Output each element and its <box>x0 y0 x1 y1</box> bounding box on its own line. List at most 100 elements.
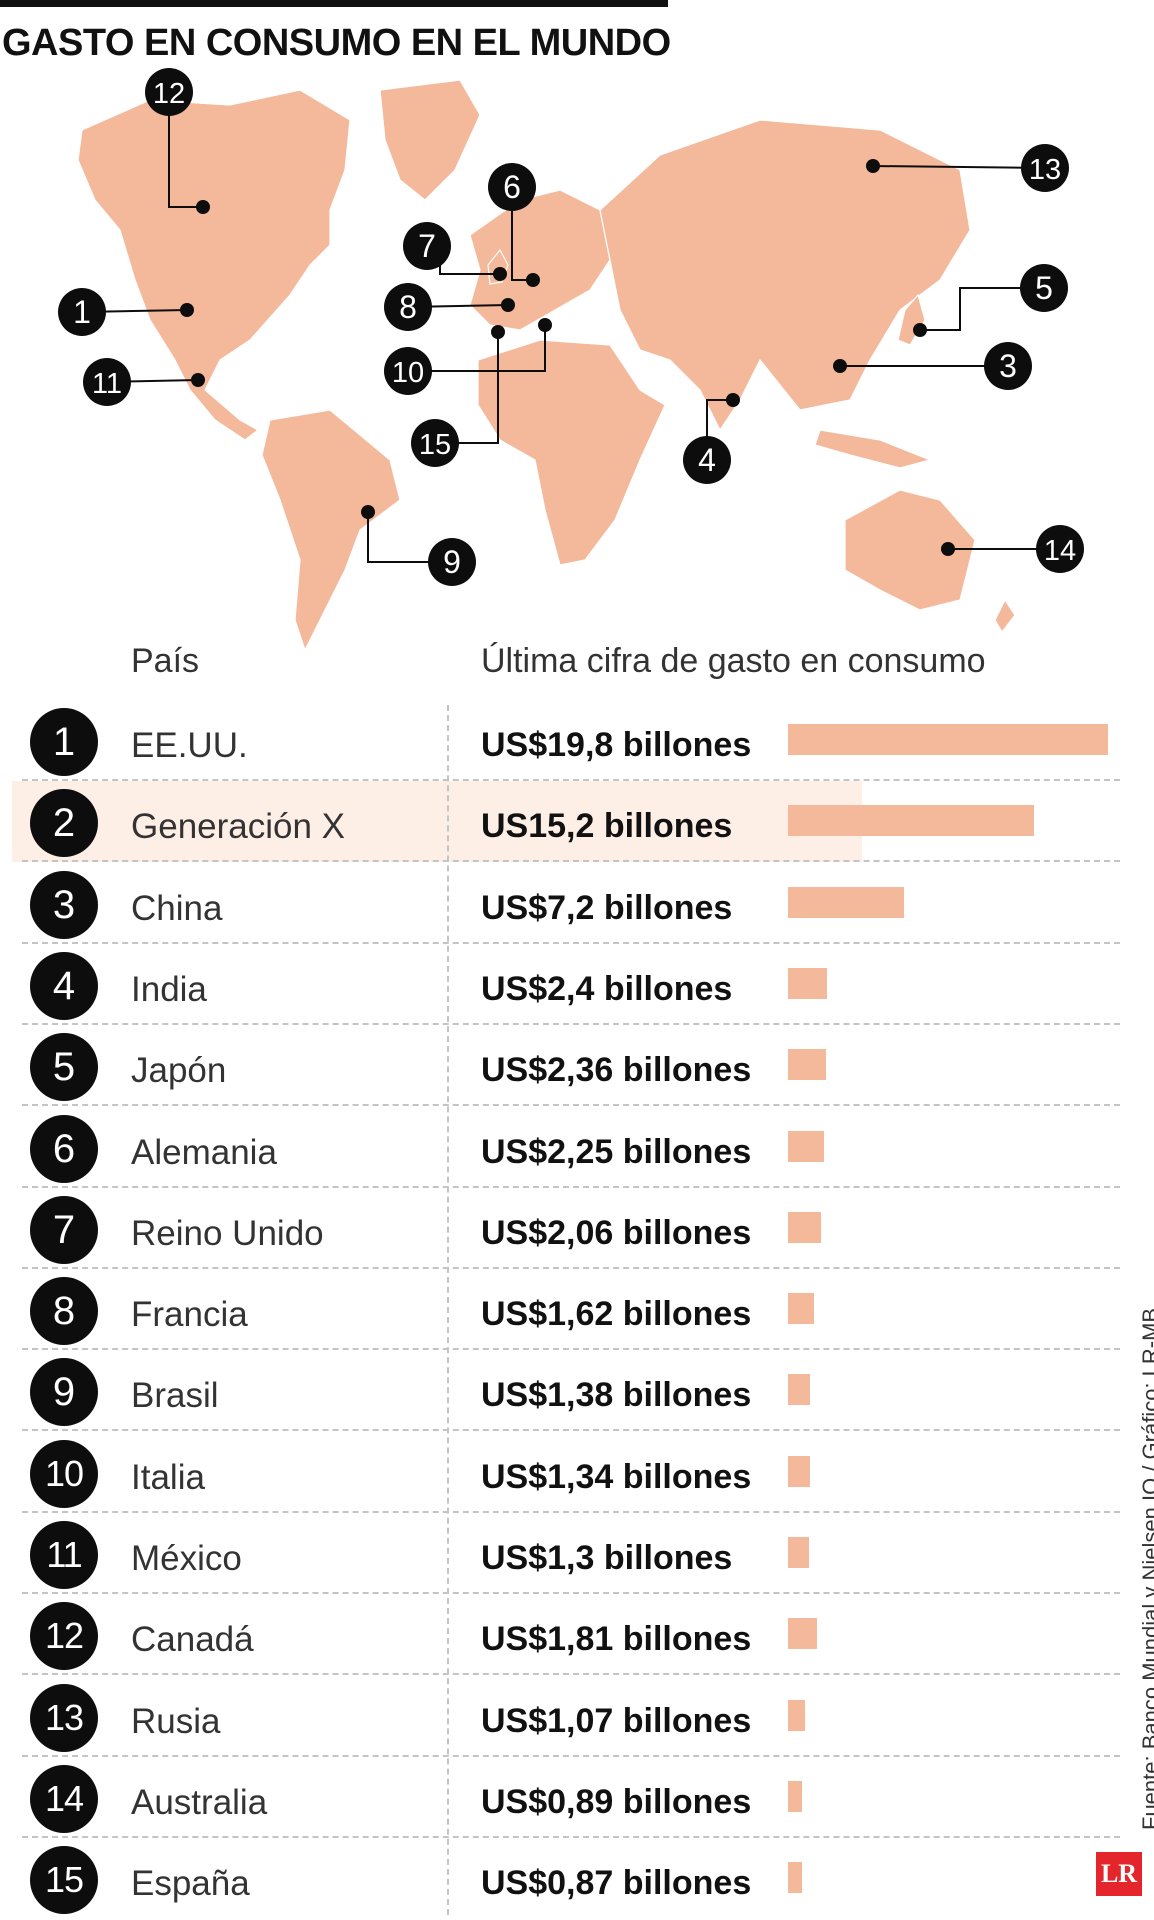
indonesia-shape <box>814 429 932 469</box>
marker-connector <box>872 165 1046 169</box>
row-divider <box>22 1673 1120 1676</box>
chart-title: GASTO EN CONSUMO EN EL MUNDO <box>2 22 671 64</box>
marker-dot <box>191 373 205 387</box>
bar <box>788 967 827 999</box>
header-country: País <box>131 642 200 680</box>
bar <box>788 805 1034 837</box>
value-label: US$2,06 billones <box>481 1213 752 1252</box>
value-label: US$1,3 billones <box>481 1539 733 1577</box>
marker-badge <box>683 436 731 484</box>
map-marker-14: 14 <box>941 525 1084 573</box>
europe-shape <box>469 189 611 331</box>
bar <box>788 1537 809 1568</box>
value-label: US$2,25 billones <box>481 1132 752 1171</box>
top-rule <box>0 0 668 7</box>
header-value: Última cifra de gasto en consumo <box>481 642 986 680</box>
map-marker-8: 8 <box>384 283 515 331</box>
country-name: Australia <box>131 1782 268 1822</box>
value-label: US$2,4 billones <box>481 969 733 1008</box>
value-label: US$1,38 billones <box>481 1376 752 1415</box>
rank-badge: 9 <box>30 1358 98 1427</box>
map-marker-10: 10 <box>384 318 552 395</box>
table-row: 11 México US$1,3 billones <box>0 1513 1120 1594</box>
table-row: 5 Japón US$2,36 billones <box>0 1025 1120 1107</box>
rank-badge: 3 <box>30 870 98 939</box>
marker-dot <box>361 505 375 519</box>
marker-dot <box>941 542 955 556</box>
marker-dot <box>833 359 847 373</box>
table-row: 2 Generación X US15,2 billones <box>0 781 1120 863</box>
marker-number: 14 <box>1044 535 1076 567</box>
marker-badge <box>1020 264 1068 312</box>
land-masses <box>77 79 1016 650</box>
marker-dot <box>913 323 927 337</box>
marker-badge <box>384 283 432 331</box>
country-name: China <box>131 888 223 928</box>
marker-badge <box>403 222 451 270</box>
marker-number: 7 <box>418 228 436 264</box>
marker-badge <box>984 342 1032 390</box>
value-label: US$1,81 billones <box>481 1620 752 1659</box>
row-divider <box>22 1104 1120 1107</box>
row-divider <box>22 1835 1120 1838</box>
marker-dot <box>538 318 552 332</box>
rank-badge: 4 <box>30 951 98 1020</box>
marker-number: 13 <box>1029 154 1061 186</box>
country-name: Japón <box>131 1051 227 1091</box>
table-row: 4 India US$2,4 billones <box>0 944 1120 1025</box>
rank-badge: 6 <box>30 1114 98 1183</box>
rank-badge: 7 <box>30 1195 98 1264</box>
bar <box>788 1862 803 1894</box>
value-label: US$19,8 billones <box>481 726 752 764</box>
africa-shape <box>477 339 666 566</box>
marker-dot <box>726 393 740 407</box>
marker-badge <box>58 288 106 336</box>
map-marker-11: 11 <box>83 358 205 406</box>
map-marker-13: 13 <box>866 144 1069 192</box>
marker-badge <box>411 419 459 467</box>
marker-connector <box>920 287 1044 331</box>
country-name: India <box>131 969 207 1009</box>
greenland-shape <box>379 79 481 201</box>
table-row: 10 Italia US$1,34 billones <box>0 1432 1120 1513</box>
map-marker-3: 3 <box>833 342 1032 390</box>
bar <box>788 724 1108 755</box>
rank-badge: 2 <box>30 789 98 858</box>
value-label: US$1,62 billones <box>481 1295 752 1334</box>
value-label: US$1,07 billones <box>481 1701 752 1740</box>
marker-connector <box>168 92 203 208</box>
marker-dot <box>196 200 210 214</box>
asia-shape <box>599 119 971 432</box>
bar <box>788 1699 806 1731</box>
rank-badge: 10 <box>30 1439 98 1508</box>
bar <box>788 886 905 918</box>
row-divider <box>22 1429 1120 1432</box>
marker-number: 12 <box>153 78 185 110</box>
country-name: Brasil <box>131 1376 219 1416</box>
marker-number: 3 <box>999 348 1017 384</box>
map-marker-9: 9 <box>361 505 476 586</box>
australia-shape <box>844 489 976 611</box>
marker-number: 9 <box>443 544 461 580</box>
marker-number: 15 <box>419 429 451 461</box>
lr-logo: LR <box>1096 1852 1142 1896</box>
country-name: Generación X <box>131 807 346 847</box>
marker-number: 4 <box>698 442 716 478</box>
marker-badge <box>488 163 536 211</box>
map-marker-5: 5 <box>913 264 1068 337</box>
row-divider <box>22 779 1120 781</box>
rank-badge: 13 <box>30 1683 98 1752</box>
row-divider <box>22 1592 1120 1594</box>
bar <box>788 1618 818 1650</box>
map-marker-4: 4 <box>683 393 740 484</box>
row-divider <box>22 1510 1120 1513</box>
map-marker-7: 7 <box>403 222 507 281</box>
bar <box>788 1049 827 1081</box>
row-highlight <box>12 781 862 863</box>
marker-connector <box>367 512 452 563</box>
bar <box>788 1780 803 1812</box>
country-name: Italia <box>131 1457 205 1497</box>
